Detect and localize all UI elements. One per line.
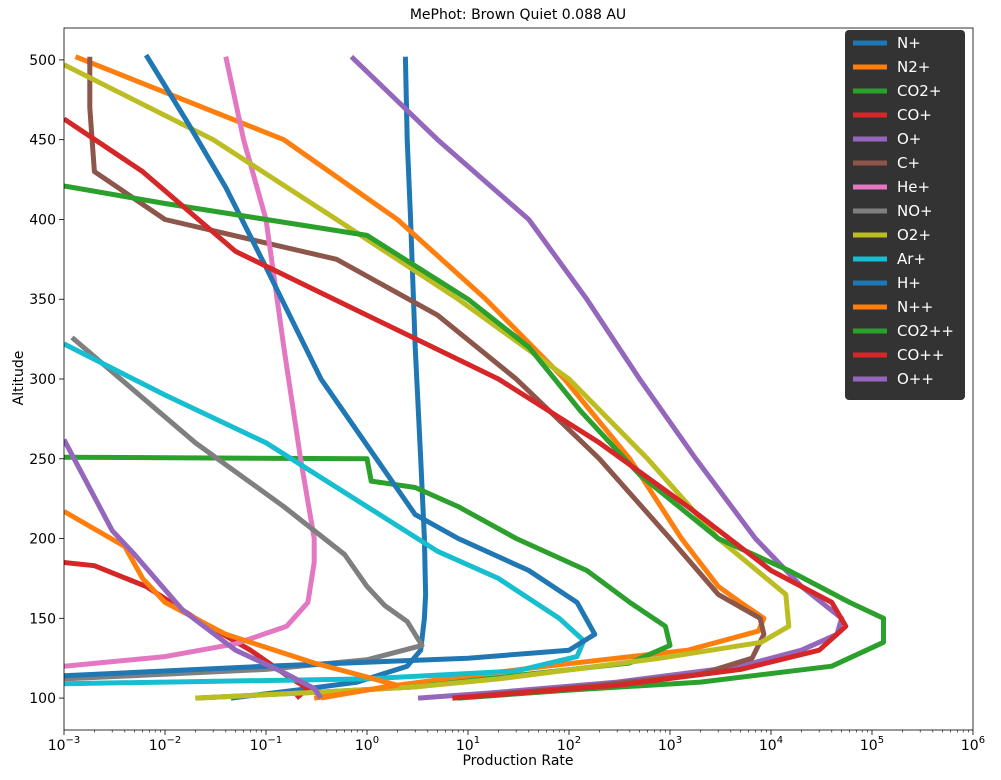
- series-line-12: [64, 509, 400, 701]
- x-axis: 10−3 10−2 10−1 100 101 102 103 104 105 106: [48, 730, 985, 754]
- legend-entry: CO2++: [897, 322, 954, 340]
- legend-entry: NO+: [897, 202, 933, 220]
- x-tick-label: 105: [860, 735, 884, 754]
- y-axis: 100 150 200 250 300 350 400 450 500: [29, 53, 64, 707]
- series-line-7: [64, 56, 317, 669]
- legend-entry: Ar+: [897, 250, 926, 268]
- legend-entry: CO++: [897, 346, 944, 364]
- legend-entry: O++: [897, 370, 934, 388]
- y-tick-label: 500: [29, 53, 56, 69]
- x-tick-label: 10−3: [48, 735, 81, 754]
- x-tick-label: 102: [557, 735, 581, 754]
- legend-entry: CO2+: [897, 82, 941, 100]
- series-line-9: [64, 62, 792, 701]
- series-layer: [64, 53, 886, 701]
- legend: N+ N2+ CO2+ CO+ O+ C+ He+ NO+ O2+ Ar+ H+ N++ CO2++ CO…: [845, 30, 965, 400]
- x-tick-label: 103: [658, 735, 682, 754]
- x-tick-label: 10−1: [250, 735, 283, 754]
- legend-entry: N2+: [897, 58, 930, 76]
- legend-entry: C+: [897, 154, 920, 172]
- legend-entry: H+: [897, 274, 921, 292]
- y-tick-label: 250: [29, 452, 56, 468]
- x-tick-label: 101: [456, 735, 480, 754]
- legend-entry: O2+: [897, 226, 931, 244]
- legend-entry: N+: [897, 34, 921, 52]
- y-tick-label: 400: [29, 212, 56, 228]
- series-line-14: [64, 116, 849, 701]
- x-axis-label: Production Rate: [462, 753, 573, 769]
- y-tick-label: 100: [29, 691, 56, 707]
- legend-entry: O+: [897, 130, 921, 148]
- y-tick-label: 300: [29, 372, 56, 388]
- x-tick-label: 106: [961, 735, 985, 754]
- legend-entry: CO+: [897, 106, 932, 124]
- series-line-10: [64, 341, 587, 687]
- y-tick-label: 150: [29, 611, 56, 627]
- legend-entry: N++: [897, 298, 933, 316]
- y-tick-label: 450: [29, 133, 56, 149]
- series-line-15: [64, 438, 324, 700]
- series-line-1: [230, 56, 429, 701]
- chart-title: MePhot: Brown Quiet 0.088 AU: [410, 7, 626, 23]
- y-axis-label: Altitude: [11, 351, 27, 406]
- x-tick-label: 104: [759, 735, 783, 754]
- x-tick-label: 100: [355, 735, 379, 754]
- legend-entry: He+: [897, 178, 930, 196]
- series-line-11: [64, 53, 598, 679]
- y-tick-label: 200: [29, 532, 56, 548]
- y-tick-label: 350: [29, 292, 56, 308]
- x-tick-label: 10−2: [149, 735, 182, 754]
